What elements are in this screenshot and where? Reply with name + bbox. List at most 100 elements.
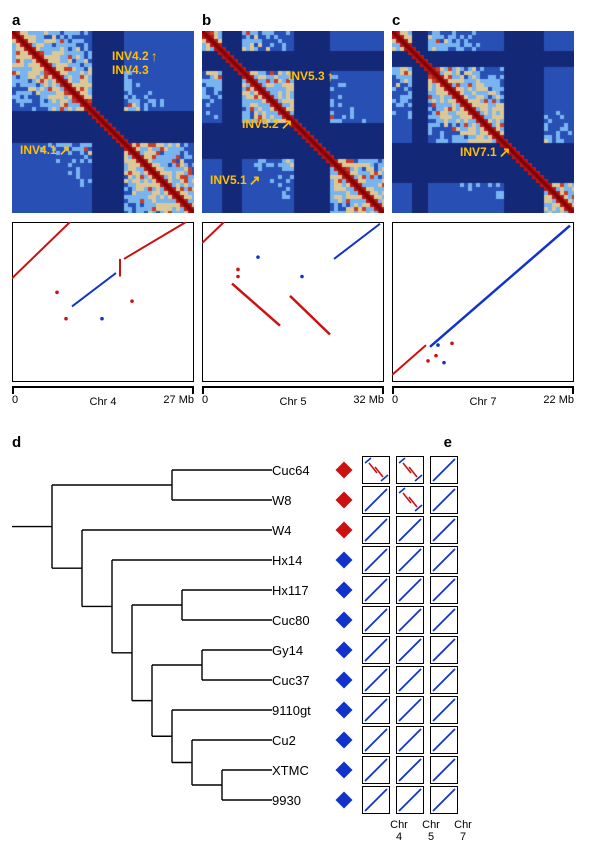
sample-label: Cuc80 bbox=[272, 613, 332, 628]
panel-a-label: a bbox=[12, 12, 20, 29]
panel-e-label: e bbox=[444, 434, 452, 451]
axis-name: Chr 7 bbox=[470, 396, 497, 408]
synteny-thumbnail bbox=[396, 456, 424, 484]
synteny-panel-a bbox=[12, 222, 194, 382]
synteny-thumbnail bbox=[396, 666, 424, 694]
synteny-plot bbox=[392, 222, 574, 382]
sample-row: W8 bbox=[272, 485, 458, 515]
sample-row: XTMC bbox=[272, 755, 458, 785]
axis-start: 0 bbox=[12, 394, 18, 406]
sample-label: 9930 bbox=[272, 793, 332, 808]
synteny-thumbnail bbox=[396, 636, 424, 664]
synteny-thumbnail bbox=[362, 786, 390, 814]
sample-row: Hx14 bbox=[272, 545, 458, 575]
axis-end: 27 Mb bbox=[163, 394, 194, 406]
synteny-thumbnail bbox=[430, 726, 458, 754]
synteny-thumbnail bbox=[430, 546, 458, 574]
group-marker-diamond bbox=[336, 732, 353, 749]
heatmap-b: INV5.3↑INV5.2↗INV5.1↗ bbox=[202, 31, 384, 218]
axis-name: Chr 5 bbox=[280, 396, 307, 408]
synteny-plot bbox=[202, 222, 384, 382]
synteny-thumbnail bbox=[362, 666, 390, 694]
synteny-thumbnail bbox=[396, 786, 424, 814]
inversion-annotation: INV4.1↗ bbox=[20, 143, 70, 157]
axis-b: 0 32 Mb Chr 5 bbox=[202, 386, 384, 406]
inversion-annotation: INV4.3 bbox=[112, 63, 149, 77]
synteny-thumbnail bbox=[396, 546, 424, 574]
group-marker-diamond bbox=[336, 462, 353, 479]
sample-label: W4 bbox=[272, 523, 332, 538]
synteny-thumbnail bbox=[430, 516, 458, 544]
inversion-annotation: INV7.1↗ bbox=[460, 145, 510, 159]
inversion-annotation: INV5.1↗ bbox=[210, 173, 260, 187]
synteny-thumbnail bbox=[430, 606, 458, 634]
synteny-thumbnail bbox=[362, 456, 390, 484]
heatmap-panels-row: aINV4.2↑INV4.3INV4.1↗bINV5.3↑INV5.2↗INV5… bbox=[12, 12, 588, 218]
sample-label: Hx117 bbox=[272, 583, 332, 598]
axis-row: 027 MbChr 4032 MbChr 5022 MbChr 7 bbox=[12, 386, 588, 406]
axis-start: 0 bbox=[202, 394, 208, 406]
synteny-thumbnail bbox=[362, 696, 390, 724]
axis-c: 022 MbChr 7 bbox=[392, 386, 574, 406]
sample-row: Cuc80 bbox=[272, 605, 458, 635]
group-marker-diamond bbox=[336, 672, 353, 689]
panel-b: bINV5.3↑INV5.2↗INV5.1↗ bbox=[202, 12, 384, 218]
group-marker-diamond bbox=[336, 612, 353, 629]
phylogeny-section: d e Cuc64W8W4Hx14Hx117Cuc80Gy14Cuc379110… bbox=[12, 434, 588, 843]
sample-column: Cuc64W8W4Hx14Hx117Cuc80Gy14Cuc379110gtCu… bbox=[272, 455, 458, 815]
sample-row: Hx117 bbox=[272, 575, 458, 605]
sample-row: Gy14 bbox=[272, 635, 458, 665]
chromosome-labels: Chr 4Chr 5Chr 7 bbox=[362, 819, 476, 843]
sample-row: W4 bbox=[272, 515, 458, 545]
heatmap-canvas bbox=[12, 31, 194, 213]
heatmap-c: INV7.1↗ bbox=[392, 31, 574, 218]
sample-row: Cuc64 bbox=[272, 455, 458, 485]
phylogenetic-tree bbox=[12, 455, 272, 815]
axis-a: 0 27 Mb Chr 4 bbox=[12, 386, 194, 406]
sample-label: Gy14 bbox=[272, 643, 332, 658]
sample-row: Cu2 bbox=[272, 725, 458, 755]
synteny-thumbnail bbox=[430, 666, 458, 694]
panel-b-label: b bbox=[202, 12, 211, 29]
synteny-thumbnail bbox=[362, 636, 390, 664]
synteny-thumbnail bbox=[362, 756, 390, 784]
axis-name: Chr 4 bbox=[90, 396, 117, 408]
group-marker-diamond bbox=[336, 762, 353, 779]
synteny-thumbnail bbox=[430, 636, 458, 664]
group-marker-diamond bbox=[336, 552, 353, 569]
heatmap-canvas bbox=[392, 31, 574, 213]
synteny-thumbnail bbox=[430, 786, 458, 814]
sample-label: W8 bbox=[272, 493, 332, 508]
synteny-panel-c bbox=[392, 222, 574, 382]
synteny-thumbnail bbox=[430, 456, 458, 484]
axis-end: 32 Mb bbox=[353, 394, 384, 406]
sample-row: 9930 bbox=[272, 785, 458, 815]
sample-label: Cuc64 bbox=[272, 463, 332, 478]
synteny-thumbnail bbox=[430, 486, 458, 514]
chromosome-label: Chr 5 bbox=[418, 819, 444, 843]
synteny-panel-b bbox=[202, 222, 384, 382]
sample-label: 9110gt bbox=[272, 703, 332, 718]
synteny-thumbnail bbox=[396, 576, 424, 604]
panel-c-label: c bbox=[392, 12, 400, 29]
synteny-thumbnail bbox=[396, 756, 424, 784]
sample-label: XTMC bbox=[272, 763, 332, 778]
group-marker-diamond bbox=[336, 582, 353, 599]
synteny-thumbnail bbox=[362, 576, 390, 604]
synteny-thumbnail bbox=[396, 486, 424, 514]
group-marker-diamond bbox=[336, 492, 353, 509]
synteny-thumbnail bbox=[362, 546, 390, 574]
sample-label: Hx14 bbox=[272, 553, 332, 568]
group-marker-diamond bbox=[336, 792, 353, 809]
panel-c: c INV7.1↗ bbox=[392, 12, 574, 218]
inversion-annotation: INV4.2↑ bbox=[112, 49, 158, 63]
sample-label: Cu2 bbox=[272, 733, 332, 748]
inversion-annotation: INV5.2↗ bbox=[242, 117, 292, 131]
chromosome-label: Chr 7 bbox=[450, 819, 476, 843]
synteny-thumbnail bbox=[430, 696, 458, 724]
axis-end: 22 Mb bbox=[543, 394, 574, 406]
synteny-thumbnail bbox=[362, 516, 390, 544]
heatmap-a: INV4.2↑INV4.3 INV4.1↗ bbox=[12, 31, 194, 218]
synteny-thumbnail bbox=[396, 726, 424, 754]
group-marker-diamond bbox=[336, 642, 353, 659]
